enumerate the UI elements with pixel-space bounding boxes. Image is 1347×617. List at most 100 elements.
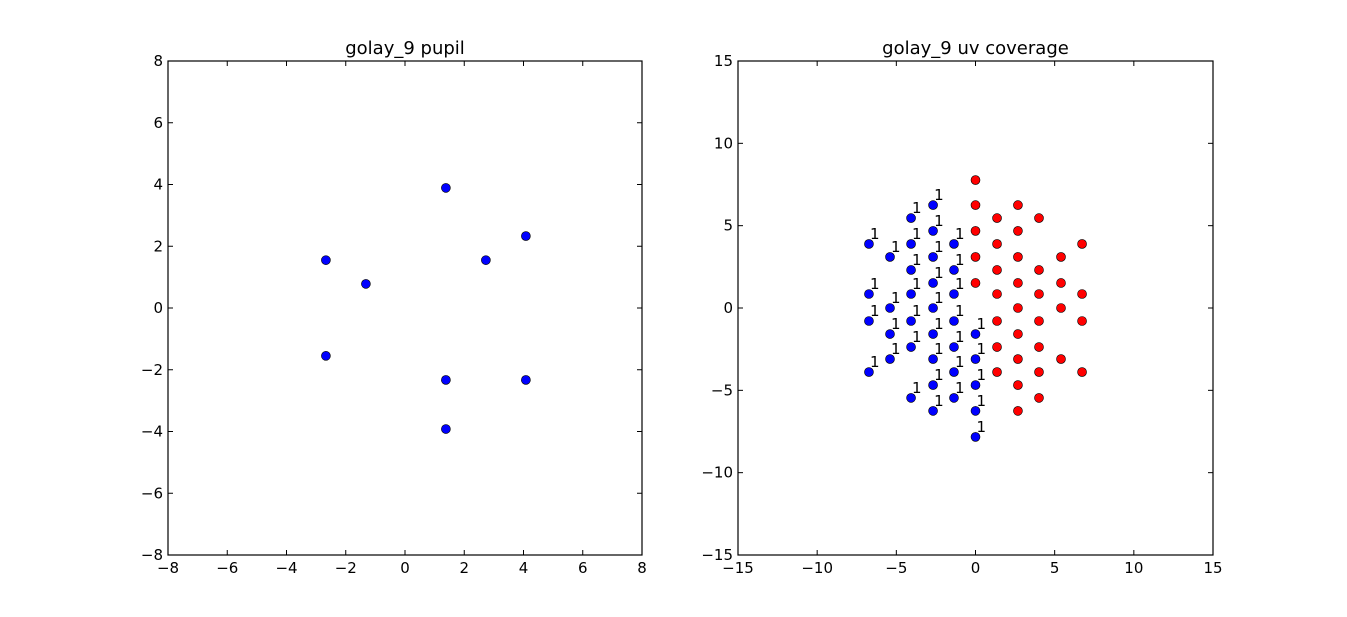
uv-data-point bbox=[1013, 252, 1023, 262]
uv-axes: golay_9 uv coverage −15 −10 −5 0 5 10 15 15 10 5 0… bbox=[701, 38, 1222, 577]
uv-data-point bbox=[970, 406, 981, 416]
uv-data-point bbox=[949, 265, 959, 275]
uv-data-point bbox=[949, 239, 959, 249]
uv-data-point bbox=[1013, 200, 1023, 210]
uv-point-label: 1 bbox=[934, 366, 944, 384]
pupil-ytick-label: −8 bbox=[141, 546, 163, 564]
uv-data-point bbox=[864, 316, 874, 326]
pupil-data-point bbox=[521, 231, 531, 241]
uv-data-point bbox=[1013, 278, 1023, 288]
uv-data-point bbox=[1034, 367, 1044, 377]
uv-point-label: 1 bbox=[912, 275, 922, 293]
pupil-data-point bbox=[321, 351, 331, 361]
uv-xtick-label: −5 bbox=[885, 559, 907, 577]
uv-data-point bbox=[970, 175, 981, 185]
uv-point-label: 1 bbox=[977, 418, 987, 436]
uv-data-point bbox=[970, 329, 981, 339]
uv-data-point bbox=[928, 200, 938, 210]
uv-data-point bbox=[864, 239, 874, 249]
pupil-title: golay_9 pupil bbox=[345, 38, 465, 59]
pupil-ytick-label: −2 bbox=[141, 361, 163, 379]
uv-point-label: 1 bbox=[934, 212, 944, 230]
uv-data-point bbox=[1034, 213, 1044, 223]
uv-data-point bbox=[1056, 354, 1066, 364]
uv-point-label: 1 bbox=[955, 328, 965, 346]
uv-ytick-label: −15 bbox=[701, 546, 733, 564]
uv-point-label: 1 bbox=[912, 225, 922, 243]
uv-point-label: 1 bbox=[912, 328, 922, 346]
uv-data-point bbox=[992, 265, 1002, 275]
pupil-ticks: −8 −6 −4 −2 0 2 4 6 8 8 6 4 2 0 −2 −4 −6 −8 bbox=[141, 52, 647, 577]
uv-ytick-label: −5 bbox=[711, 381, 733, 399]
uv-data-point bbox=[1013, 226, 1023, 236]
uv-data-point bbox=[906, 393, 916, 403]
uv-data-point bbox=[1077, 289, 1087, 299]
uv-point-label: 1 bbox=[912, 199, 922, 217]
uv-data-point bbox=[1013, 354, 1023, 364]
uv-xtick-label: −15 bbox=[722, 559, 754, 577]
uv-data-point bbox=[992, 239, 1002, 249]
uv-data-point bbox=[1013, 406, 1023, 416]
uv-point-label: 1 bbox=[934, 392, 944, 410]
uv-data-point bbox=[928, 406, 938, 416]
pupil-ytick-label: 2 bbox=[153, 237, 163, 255]
uv-xtick-label: 5 bbox=[1050, 559, 1060, 577]
uv-xtick-label: 10 bbox=[1124, 559, 1143, 577]
pupil-xtick-label: 8 bbox=[637, 559, 647, 577]
uv-data-point bbox=[949, 316, 959, 326]
uv-point-label: 1 bbox=[934, 289, 944, 307]
pupil-axes: golay_9 pupil −8 −6 −4 −2 0 2 4 6 8 8 6 4 2 0 −2 −4 −6 −8 bbox=[141, 38, 647, 577]
uv-xtick-label: 15 bbox=[1203, 559, 1222, 577]
uv-data-point bbox=[992, 367, 1002, 377]
uv-data-point bbox=[906, 316, 916, 326]
pupil-xtick-label: −4 bbox=[275, 559, 297, 577]
pupil-xtick-label: 0 bbox=[400, 559, 410, 577]
uv-data-point bbox=[1013, 380, 1023, 390]
uv-data-point bbox=[906, 342, 916, 352]
uv-point-label: 1 bbox=[912, 302, 922, 320]
uv-ytick-label: 5 bbox=[723, 217, 733, 235]
uv-data-point bbox=[1077, 367, 1087, 377]
uv-data-point bbox=[906, 289, 916, 299]
uv-data-point bbox=[970, 200, 981, 210]
uv-ytick-label: 10 bbox=[714, 134, 733, 152]
uv-point-label: 1 bbox=[870, 302, 880, 320]
pupil-xtick-label: 2 bbox=[459, 559, 469, 577]
pupil-ytick-label: −4 bbox=[141, 423, 163, 441]
uv-data-point bbox=[970, 278, 981, 288]
uv-point-label: 1 bbox=[955, 302, 965, 320]
uv-ytick-label: −10 bbox=[701, 464, 733, 482]
uv-point-label: 1 bbox=[912, 379, 922, 397]
uv-xtick-label: 0 bbox=[971, 559, 981, 577]
uv-point-label: 1 bbox=[955, 225, 965, 243]
pupil-xtick-label: −2 bbox=[335, 559, 357, 577]
uv-data-point bbox=[970, 252, 981, 262]
pupil-ytick-label: 0 bbox=[153, 299, 163, 317]
pupil-xtick-label: −6 bbox=[216, 559, 238, 577]
pupil-xtick-label: −8 bbox=[157, 559, 179, 577]
uv-data-point bbox=[970, 380, 981, 390]
pupil-ytick-label: 8 bbox=[153, 52, 163, 70]
uv-data-point bbox=[1013, 303, 1023, 313]
uv-data-point bbox=[949, 367, 959, 377]
uv-point-label: 1 bbox=[977, 340, 987, 358]
uv-data-point bbox=[1056, 303, 1066, 313]
uv-data-point bbox=[906, 265, 916, 275]
uv-data-point bbox=[906, 239, 916, 249]
uv-data-point bbox=[928, 303, 938, 313]
uv-ytick-label: 0 bbox=[723, 299, 733, 317]
uv-data-point bbox=[928, 329, 938, 339]
uv-data-point bbox=[885, 329, 895, 339]
uv-data-point bbox=[1034, 342, 1044, 352]
pupil-data-point bbox=[521, 375, 531, 385]
pupil-data-point bbox=[441, 424, 451, 434]
uv-ticks: −15 −10 −5 0 5 10 15 15 10 5 0 −5 −10 −15 bbox=[701, 52, 1222, 577]
uv-data-point bbox=[992, 289, 1002, 299]
uv-data-point bbox=[1077, 239, 1087, 249]
uv-data-point bbox=[885, 252, 895, 262]
uv-point-label: 1 bbox=[891, 238, 901, 256]
uv-data-point bbox=[1034, 289, 1044, 299]
uv-data-point bbox=[1034, 316, 1044, 326]
pupil-data-point bbox=[361, 279, 371, 289]
